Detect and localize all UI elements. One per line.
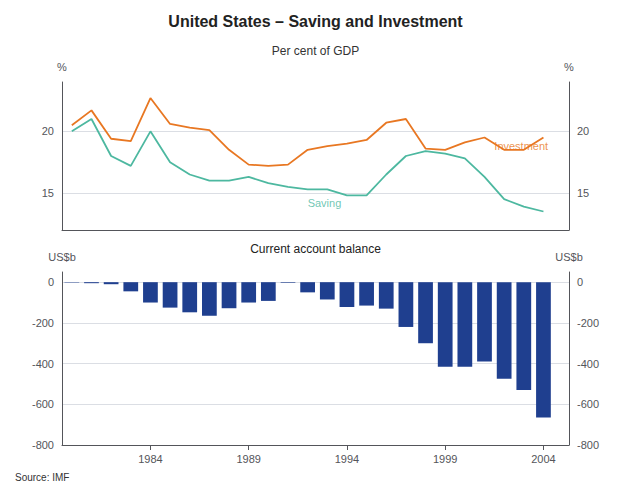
svg-text:1984: 1984: [138, 453, 162, 465]
svg-text:%: %: [57, 61, 67, 73]
svg-text:%: %: [564, 61, 574, 73]
svg-text:2004: 2004: [531, 453, 555, 465]
svg-text:-600: -600: [32, 398, 54, 410]
svg-text:1999: 1999: [433, 453, 457, 465]
svg-text:US$b: US$b: [48, 251, 76, 263]
svg-text:1994: 1994: [335, 453, 359, 465]
svg-text:-200: -200: [577, 317, 599, 329]
svg-text:15: 15: [42, 187, 54, 199]
svg-text:-400: -400: [577, 358, 599, 370]
svg-text:15: 15: [577, 187, 589, 199]
svg-text:0: 0: [48, 276, 54, 288]
svg-text:Per cent of GDP: Per cent of GDP: [272, 44, 359, 58]
svg-text:0: 0: [577, 276, 583, 288]
svg-text:-800: -800: [32, 439, 54, 451]
svg-text:-600: -600: [577, 398, 599, 410]
svg-text:US$b: US$b: [555, 251, 583, 263]
svg-text:Current account balance: Current account balance: [250, 242, 381, 256]
svg-text:1989: 1989: [236, 453, 260, 465]
svg-text:Source: IMF: Source: IMF: [15, 472, 69, 483]
svg-text:20: 20: [577, 125, 589, 137]
svg-text:-400: -400: [32, 358, 54, 370]
svg-text:-200: -200: [32, 317, 54, 329]
svg-text:20: 20: [42, 125, 54, 137]
svg-text:-800: -800: [577, 439, 599, 451]
svg-text:United States – Saving and Inv: United States – Saving and Investment: [168, 13, 463, 30]
svg-text:Saving: Saving: [308, 197, 342, 209]
svg-text:Investment: Investment: [494, 139, 549, 152]
